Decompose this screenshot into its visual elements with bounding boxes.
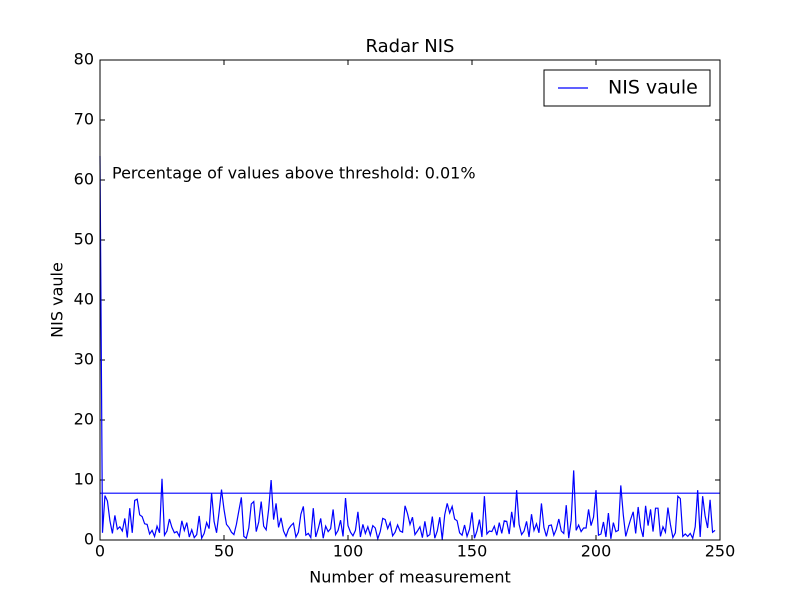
y-tick-label: 50 <box>74 230 94 249</box>
y-tick-label: 70 <box>74 110 94 129</box>
data-line <box>99 155 716 541</box>
x-tick-label: 50 <box>214 542 234 561</box>
legend-label: NIS vaule <box>608 77 698 99</box>
y-tick-label: 30 <box>74 350 94 369</box>
x-tick-label: 200 <box>581 542 612 561</box>
y-tick-label: 40 <box>74 290 94 309</box>
x-tick-label: 150 <box>457 542 488 561</box>
x-tick-label: 0 <box>95 542 105 561</box>
y-tick-label: 60 <box>74 170 94 189</box>
y-tick-label: 0 <box>84 530 94 549</box>
plot-frame <box>99 59 721 541</box>
annotation: Percentage of values above threshold: 0.… <box>112 164 476 183</box>
x-axis-label: Number of measurement <box>309 568 511 587</box>
y-tick-label: 20 <box>74 410 94 429</box>
y-tick-label: 10 <box>74 470 94 489</box>
y-axis-label: NIS vaule <box>48 262 67 338</box>
x-tick-label: 250 <box>705 542 736 561</box>
x-tick-label: 100 <box>333 542 364 561</box>
y-tick-label: 80 <box>74 50 94 69</box>
chart-title: Radar NIS <box>366 36 455 57</box>
